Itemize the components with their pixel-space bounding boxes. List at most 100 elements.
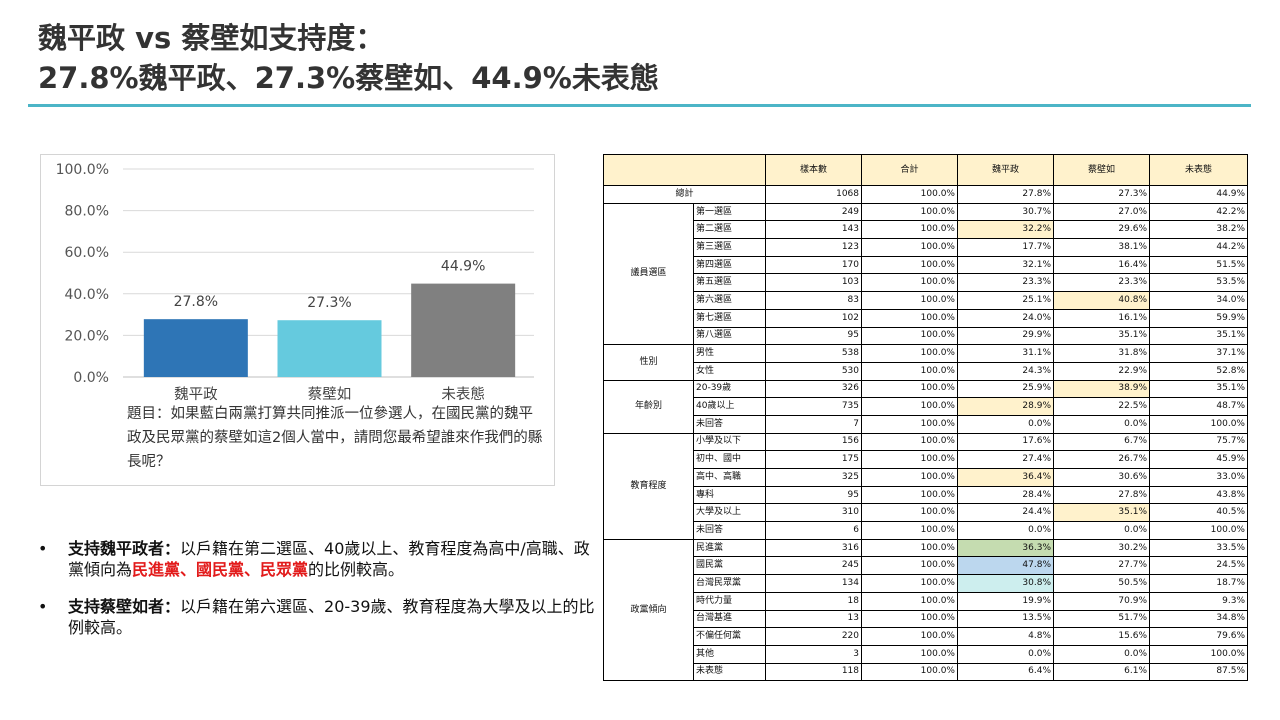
- survey-question: 題目：如果藍白兩黨打算共同推派一位參選人，在國民黨的魏平政及民眾黨的蔡壁如這2個…: [127, 406, 543, 470]
- table-cell: 27.4%: [957, 450, 1054, 469]
- y-tick-label: 60.0%: [65, 245, 109, 261]
- total-cell: 1068: [765, 185, 862, 204]
- table-row: 政黨傾向 民進黨 316 100.0% 36.3% 30.2% 33.5%: [603, 538, 1248, 682]
- table-cell: 29.9%: [957, 326, 1054, 346]
- table-cell: 0.0%: [1053, 521, 1150, 540]
- title-line-2: 27.8%魏平政、27.3%蔡壁如、44.9%未表態: [38, 61, 659, 95]
- table-cell: 100.0%: [861, 538, 958, 558]
- table-cell: 100.0%: [861, 202, 958, 222]
- table-row: 其他 3 100.0% 0.0% 0.0% 100.0%: [604, 644, 1248, 664]
- table-cell: 249: [765, 202, 862, 222]
- table-cell: 87.5%: [1149, 662, 1248, 682]
- row-label: 第五選區: [693, 273, 766, 293]
- y-tick-label: 0.0%: [73, 370, 109, 386]
- table-cell: 100.0%: [861, 344, 958, 363]
- row-label: 第六選區: [693, 291, 766, 310]
- table-cell: 100.0%: [861, 291, 958, 310]
- table-cell: 40.8%: [1053, 291, 1150, 310]
- table-cell: 0.0%: [957, 521, 1054, 540]
- table-cell: 100.0%: [861, 273, 958, 293]
- table-cell: 100.0%: [861, 397, 958, 416]
- crosstab-table: 樣本數 合計 魏平政 蔡壁如 未表態 總計 1068 100.0% 27.8% 27.3% 44.9…: [603, 154, 1248, 682]
- table-cell: 33.0%: [1149, 468, 1248, 487]
- total-label: 總計: [603, 185, 766, 204]
- table-cell: 35.1%: [1149, 379, 1248, 399]
- x-category-label: 蔡壁如: [308, 386, 352, 403]
- table-cell: 23.3%: [957, 273, 1054, 293]
- row-label: 40歲以上: [693, 397, 766, 416]
- page-title: 魏平政 vs 蔡壁如支持度： 27.8%魏平政、27.3%蔡壁如、44.9%未表…: [38, 18, 659, 98]
- bar-value-label: 27.8%: [174, 294, 218, 310]
- table-row: 第七選區 102 100.0% 24.0% 16.1% 59.9%: [604, 308, 1248, 328]
- title-divider: [28, 104, 1251, 107]
- table-cell: 50.5%: [1053, 574, 1150, 593]
- table-cell: 100.0%: [861, 468, 958, 487]
- table-total-row: 總計 1068 100.0% 27.8% 27.3% 44.9%: [603, 185, 1248, 204]
- table-row: 議員選區 第一選區 249 100.0% 30.7% 27.0% 42.2%: [603, 202, 1248, 346]
- table-cell: 100.0%: [861, 609, 958, 629]
- table-cell: 23.3%: [1053, 273, 1150, 293]
- table-cell: 100.0%: [861, 644, 958, 664]
- row-label: 台灣基進: [693, 609, 766, 629]
- table-cell: 100.0%: [861, 662, 958, 682]
- table-cell: 30.8%: [957, 574, 1054, 593]
- table-cell: 45.9%: [1149, 450, 1248, 469]
- finding-text: 以戶籍在第六選區、20-39歲、教育程度為大學及以上的比例較高。: [68, 597, 595, 637]
- table-cell: 47.8%: [957, 556, 1054, 576]
- header-cell: 未表態: [1149, 154, 1248, 186]
- table-cell: 4.8%: [957, 627, 1054, 646]
- table-row: 不偏任何黨 220 100.0% 4.8% 15.6% 79.6%: [604, 627, 1248, 646]
- row-label: 第八選區: [693, 326, 766, 346]
- table-cell: 79.6%: [1149, 627, 1248, 646]
- table-row: 台灣民眾黨 134 100.0% 30.8% 50.5% 18.7%: [604, 574, 1248, 593]
- header-cell: 魏平政: [957, 154, 1054, 186]
- row-label: 第三選區: [693, 238, 766, 257]
- table-cell: 0.0%: [1053, 414, 1150, 434]
- table-cell: 100.0%: [861, 414, 958, 434]
- table-cell: 83: [765, 291, 862, 310]
- table-row: 時代力量 18 100.0% 19.9% 70.9% 9.3%: [604, 591, 1248, 611]
- table-cell: 123: [765, 238, 862, 257]
- table-cell: 100.0%: [861, 485, 958, 505]
- table-header-row: 樣本數 合計 魏平政 蔡壁如 未表態: [603, 154, 1248, 186]
- table-cell: 100.0%: [861, 574, 958, 593]
- row-label: 高中、高職: [693, 468, 766, 487]
- table-cell: 100.0%: [1149, 521, 1248, 540]
- table-cell: 16.1%: [1053, 308, 1150, 328]
- table-cell: 36.4%: [957, 468, 1054, 487]
- table-cell: 33.5%: [1149, 538, 1248, 558]
- table-cell: 59.9%: [1149, 308, 1248, 328]
- table-row: 40歲以上 735 100.0% 28.9% 22.5% 48.7%: [604, 397, 1248, 416]
- table-cell: 175: [765, 450, 862, 469]
- table-cell: 143: [765, 220, 862, 240]
- table-cell: 100.0%: [861, 450, 958, 469]
- row-label: 第二選區: [693, 220, 766, 240]
- table-row: 第三選區 123 100.0% 17.7% 38.1% 44.2%: [604, 238, 1248, 257]
- table-cell: 310: [765, 503, 862, 523]
- table-cell: 170: [765, 255, 862, 275]
- table-cell: 34.8%: [1149, 609, 1248, 629]
- row-label: 未表態: [693, 662, 766, 682]
- table-cell: 40.5%: [1149, 503, 1248, 523]
- finding-highlight: 民進黨、國民黨、民眾黨: [132, 560, 309, 579]
- table-cell: 27.7%: [1053, 556, 1150, 576]
- table-cell: 316: [765, 538, 862, 558]
- table-cell: 37.1%: [1149, 344, 1248, 363]
- header-cell: 合計: [861, 154, 958, 186]
- table-row: 第八選區 95 100.0% 29.9% 35.1% 35.1%: [604, 326, 1248, 346]
- table-cell: 245: [765, 556, 862, 576]
- table-cell: 6.4%: [957, 662, 1054, 682]
- table-cell: 16.4%: [1053, 255, 1150, 275]
- row-label: 未回答: [693, 414, 766, 434]
- group-label: 性別: [603, 344, 694, 381]
- row-label: 其他: [693, 644, 766, 664]
- y-tick-label: 80.0%: [65, 204, 109, 220]
- table-cell: 100.0%: [861, 220, 958, 240]
- table-cell: 75.7%: [1149, 432, 1248, 452]
- table-cell: 27.0%: [1053, 202, 1150, 222]
- table-cell: 18: [765, 591, 862, 611]
- row-label: 男性: [693, 344, 766, 363]
- table-cell: 6.1%: [1053, 662, 1150, 682]
- table-cell: 24.4%: [957, 503, 1054, 523]
- table-row: 性別 男性 538 100.0% 31.1% 31.8% 37.1%: [603, 344, 1248, 381]
